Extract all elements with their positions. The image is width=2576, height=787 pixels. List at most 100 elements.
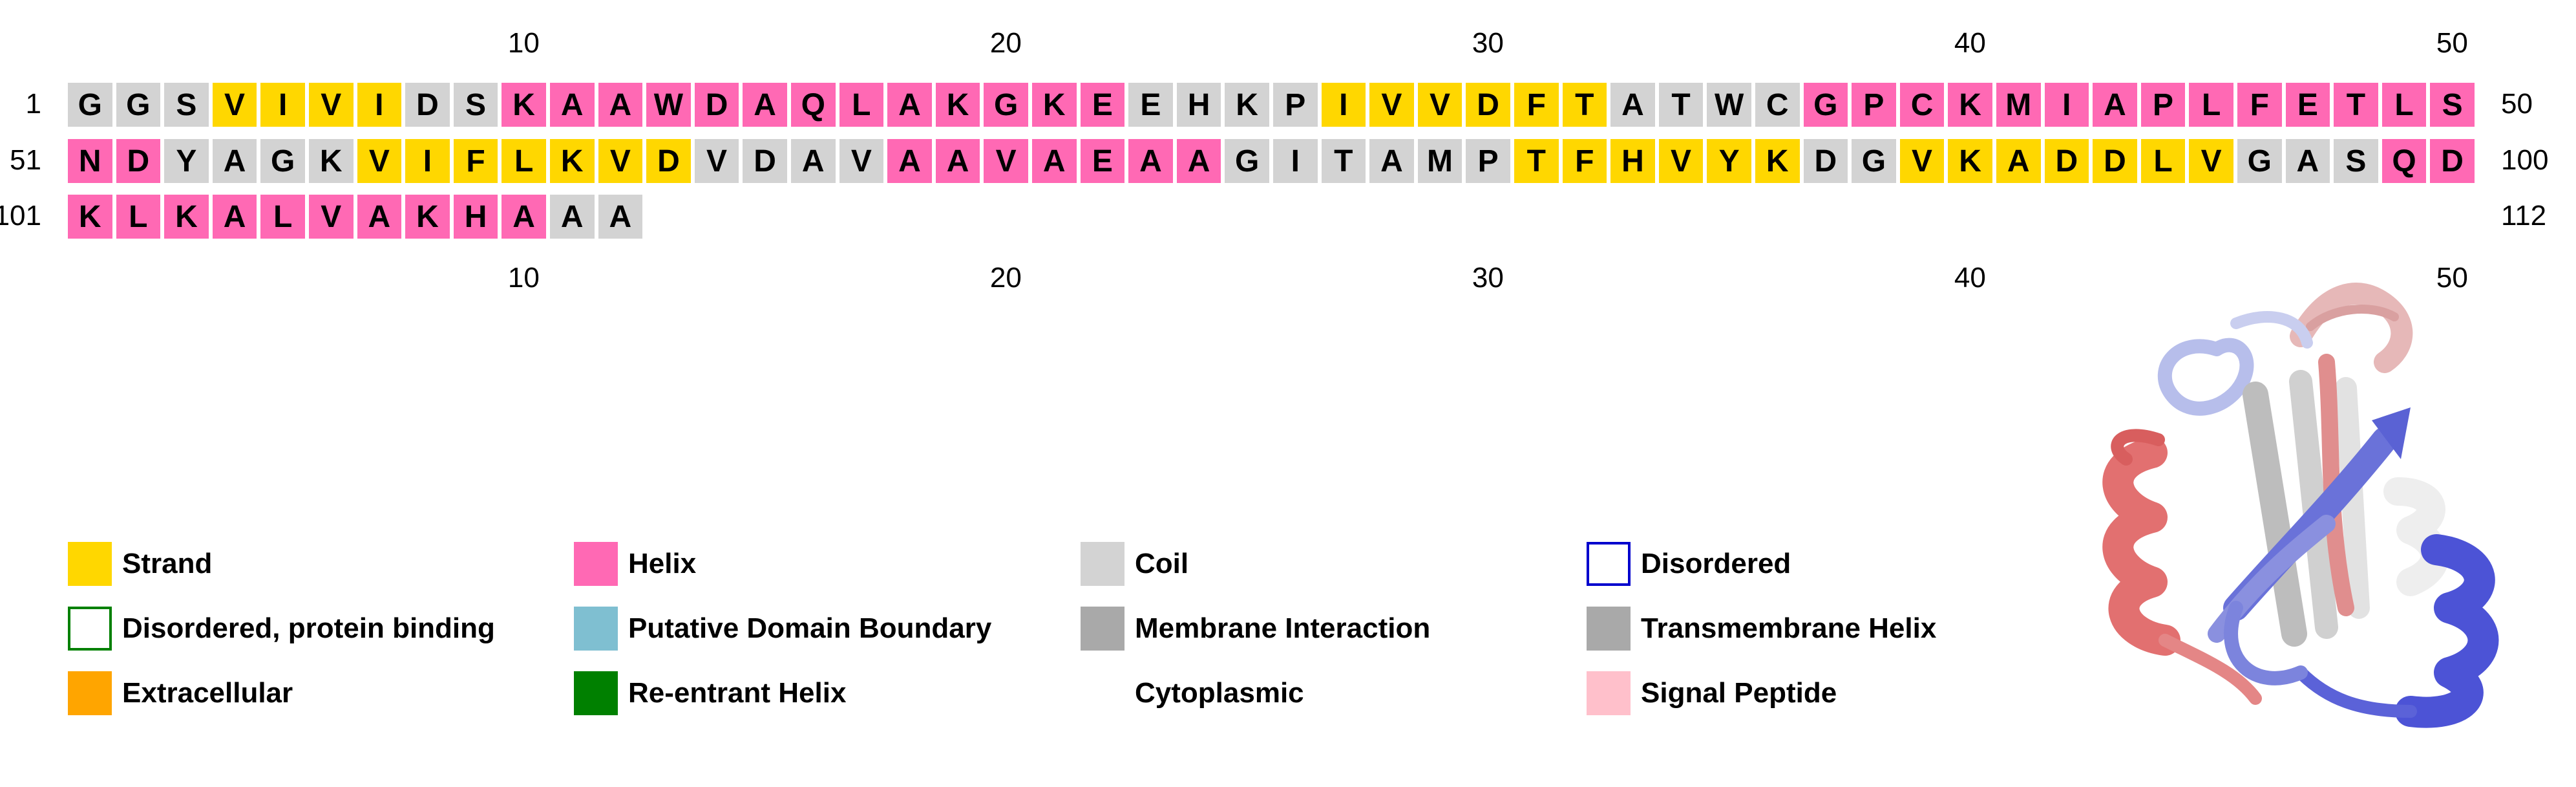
residue-coil: G bbox=[260, 139, 305, 183]
protein-structure-image bbox=[2102, 283, 2499, 728]
residue-helix: T bbox=[2334, 83, 2378, 127]
residue-strand: I bbox=[357, 83, 402, 127]
legend-label: Transmembrane Helix bbox=[1641, 612, 1937, 644]
legend-item: Strand bbox=[68, 541, 212, 587]
residue-strand: Y bbox=[1707, 139, 1751, 183]
residue-coil: G bbox=[1852, 139, 1896, 183]
residue-helix: A bbox=[501, 195, 546, 239]
residue-helix: A bbox=[598, 83, 643, 127]
ruler-bottom-tick-label: 10 bbox=[507, 262, 540, 294]
residue-coil: A bbox=[598, 195, 643, 239]
legend-label: Disordered, protein binding bbox=[122, 612, 495, 644]
residue-strand: H bbox=[1610, 139, 1655, 183]
residue-strand: F bbox=[453, 139, 498, 183]
legend-swatch bbox=[1081, 542, 1124, 586]
residue-coil: P bbox=[1466, 139, 1510, 183]
residue-coil: S bbox=[2334, 139, 2378, 183]
residue-helix: A bbox=[1128, 139, 1173, 183]
residue-coil: S bbox=[164, 83, 209, 127]
ruler-bottom-tick-label: 50 bbox=[2436, 262, 2468, 294]
residue-strand: I bbox=[1321, 83, 1366, 127]
residue-strand: A bbox=[1996, 139, 2041, 183]
row-start-label: 1 bbox=[25, 88, 41, 120]
residue-helix: A bbox=[1032, 139, 1077, 183]
legend-label: Disordered bbox=[1641, 548, 1791, 579]
residue-coil: C bbox=[1755, 83, 1800, 127]
residue-strand: I bbox=[405, 139, 450, 183]
residue-helix: K bbox=[68, 195, 112, 239]
residue-strand: V bbox=[1417, 83, 1462, 127]
residue-strand: V bbox=[357, 139, 402, 183]
ruler-bottom-tick-label: 30 bbox=[1472, 262, 1504, 294]
residue-helix: D bbox=[2430, 139, 2475, 183]
structure-helix-blue bbox=[2395, 534, 2499, 728]
residue-helix: K bbox=[164, 195, 209, 239]
structure-loop-lavender bbox=[2157, 338, 2254, 416]
ruler-top-tick-label: 30 bbox=[1472, 27, 1504, 59]
residue-strand: L bbox=[2140, 139, 2186, 183]
residue-helix: D bbox=[116, 139, 161, 183]
residue-helix: M bbox=[1996, 83, 2041, 127]
legend-swatch bbox=[1081, 671, 1124, 715]
ruler-bottom-tick-label: 40 bbox=[1954, 262, 1986, 294]
legend-label: Cytoplasmic bbox=[1135, 677, 1304, 709]
residue-coil: A bbox=[1369, 139, 1414, 183]
legend-swatch bbox=[574, 542, 618, 586]
legend-item: Putative Domain Boundary bbox=[574, 606, 991, 651]
residue-helix: K bbox=[1948, 83, 1992, 127]
residue-coil: A bbox=[550, 195, 595, 239]
residue-coil: G bbox=[2237, 139, 2282, 183]
residue-helix: K bbox=[501, 83, 546, 127]
residue-strand: D bbox=[1466, 83, 1510, 127]
residue-coil: D bbox=[405, 83, 450, 127]
residue-coil: D bbox=[1803, 139, 1848, 183]
residue-helix: A bbox=[887, 83, 932, 127]
residue-coil: I bbox=[1273, 139, 1318, 183]
residue-coil: T bbox=[1658, 83, 1704, 127]
residue-strand: F bbox=[1562, 139, 1607, 183]
residue-strand: K bbox=[1755, 139, 1800, 183]
residue-helix: K bbox=[405, 195, 450, 239]
legend-swatch bbox=[68, 542, 112, 586]
structure-sheet-grey bbox=[2243, 382, 2307, 647]
legend-label: Helix bbox=[628, 548, 697, 579]
residue-coil: E bbox=[1128, 83, 1173, 127]
residue-strand: I bbox=[260, 83, 305, 127]
structure-helix-pink-top bbox=[2290, 283, 2413, 373]
residue-helix: P bbox=[1852, 83, 1896, 127]
residue-strand: K bbox=[1948, 139, 1992, 183]
residue-strand: K bbox=[550, 139, 595, 183]
residue-strand: D bbox=[2093, 139, 2137, 183]
residue-helix: L bbox=[116, 195, 161, 239]
residue-strand: V bbox=[1899, 139, 1945, 183]
residue-helix: E bbox=[1080, 83, 1125, 127]
residue-strand: V bbox=[309, 83, 354, 127]
residue-helix: Q bbox=[2381, 139, 2427, 183]
legend-swatch bbox=[574, 671, 618, 715]
residue-coil: M bbox=[1417, 139, 1462, 183]
legend-item: Disordered, protein binding bbox=[68, 606, 495, 651]
residue-coil: W bbox=[1707, 83, 1751, 127]
residue-helix: L bbox=[260, 195, 305, 239]
residue-helix: Q bbox=[791, 83, 836, 127]
residue-strand: V bbox=[598, 139, 643, 183]
residue-strand: V bbox=[1658, 139, 1704, 183]
structure-helix-white bbox=[2383, 477, 2449, 596]
legend-swatch bbox=[1587, 542, 1631, 586]
residue-helix: L bbox=[2381, 83, 2427, 127]
legend-label: Strand bbox=[122, 548, 213, 579]
residue-helix: E bbox=[2285, 83, 2330, 127]
residue-helix: G bbox=[984, 83, 1028, 127]
residue-helix: A bbox=[550, 83, 595, 127]
residue-helix: A bbox=[743, 83, 787, 127]
residue-strand: D bbox=[2044, 139, 2089, 183]
legend-label: Extracellular bbox=[122, 677, 293, 709]
legend-swatch bbox=[68, 607, 112, 651]
residue-coil: A bbox=[212, 139, 257, 183]
legend-label: Putative Domain Boundary bbox=[628, 612, 992, 644]
legend-label: Coil bbox=[1135, 548, 1189, 579]
legend-item: Transmembrane Helix bbox=[1587, 606, 1936, 651]
residue-strand: V bbox=[1369, 83, 1414, 127]
residue-strand: D bbox=[646, 139, 691, 183]
